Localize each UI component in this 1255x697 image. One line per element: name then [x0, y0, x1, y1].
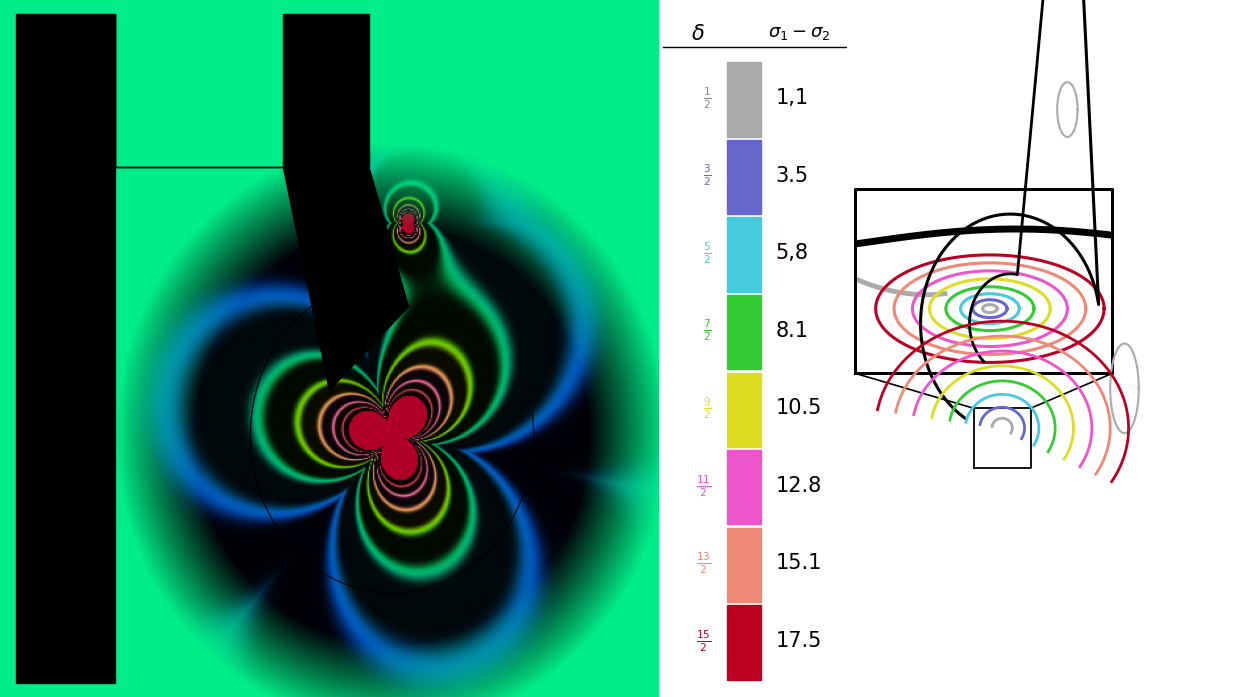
Text: 8.1: 8.1: [776, 321, 808, 341]
Bar: [856, 189, 1112, 374]
Polygon shape: [651, 0, 856, 697]
Text: $\frac{9}{2}$: $\frac{9}{2}$: [703, 395, 712, 421]
Bar: [727, 605, 761, 680]
Text: 5,8: 5,8: [776, 243, 808, 263]
Text: $\frac{7}{2}$: $\frac{7}{2}$: [703, 318, 712, 344]
Text: $\frac{1}{2}$: $\frac{1}{2}$: [703, 85, 712, 111]
Polygon shape: [115, 14, 369, 167]
Bar: [727, 528, 761, 602]
Polygon shape: [1112, 0, 1255, 374]
Bar: [727, 450, 761, 524]
Text: 15.1: 15.1: [776, 553, 822, 573]
Text: 1,1: 1,1: [776, 88, 808, 108]
Bar: [727, 372, 761, 447]
Text: $\frac{11}{2}$: $\frac{11}{2}$: [695, 473, 712, 498]
Text: 3.5: 3.5: [776, 166, 808, 185]
Bar: [727, 217, 761, 292]
Bar: [727, 140, 761, 214]
Text: $\frac{13}{2}$: $\frac{13}{2}$: [695, 551, 712, 576]
Text: 12.8: 12.8: [776, 476, 822, 496]
Polygon shape: [284, 167, 409, 390]
Polygon shape: [847, 374, 1255, 697]
Text: $\frac{3}{2}$: $\frac{3}{2}$: [703, 163, 712, 188]
Text: 10.5: 10.5: [776, 398, 822, 418]
Polygon shape: [847, 0, 1255, 189]
Text: $\frac{5}{2}$: $\frac{5}{2}$: [703, 240, 712, 266]
Bar: [727, 295, 761, 369]
Text: 17.5: 17.5: [776, 631, 822, 651]
Text: $\frac{15}{2}$: $\frac{15}{2}$: [695, 628, 712, 654]
Bar: [727, 62, 761, 137]
Text: $\sigma_1-\sigma_2$: $\sigma_1-\sigma_2$: [768, 24, 830, 43]
Polygon shape: [16, 14, 115, 683]
Text: $\delta$: $\delta$: [692, 24, 704, 45]
